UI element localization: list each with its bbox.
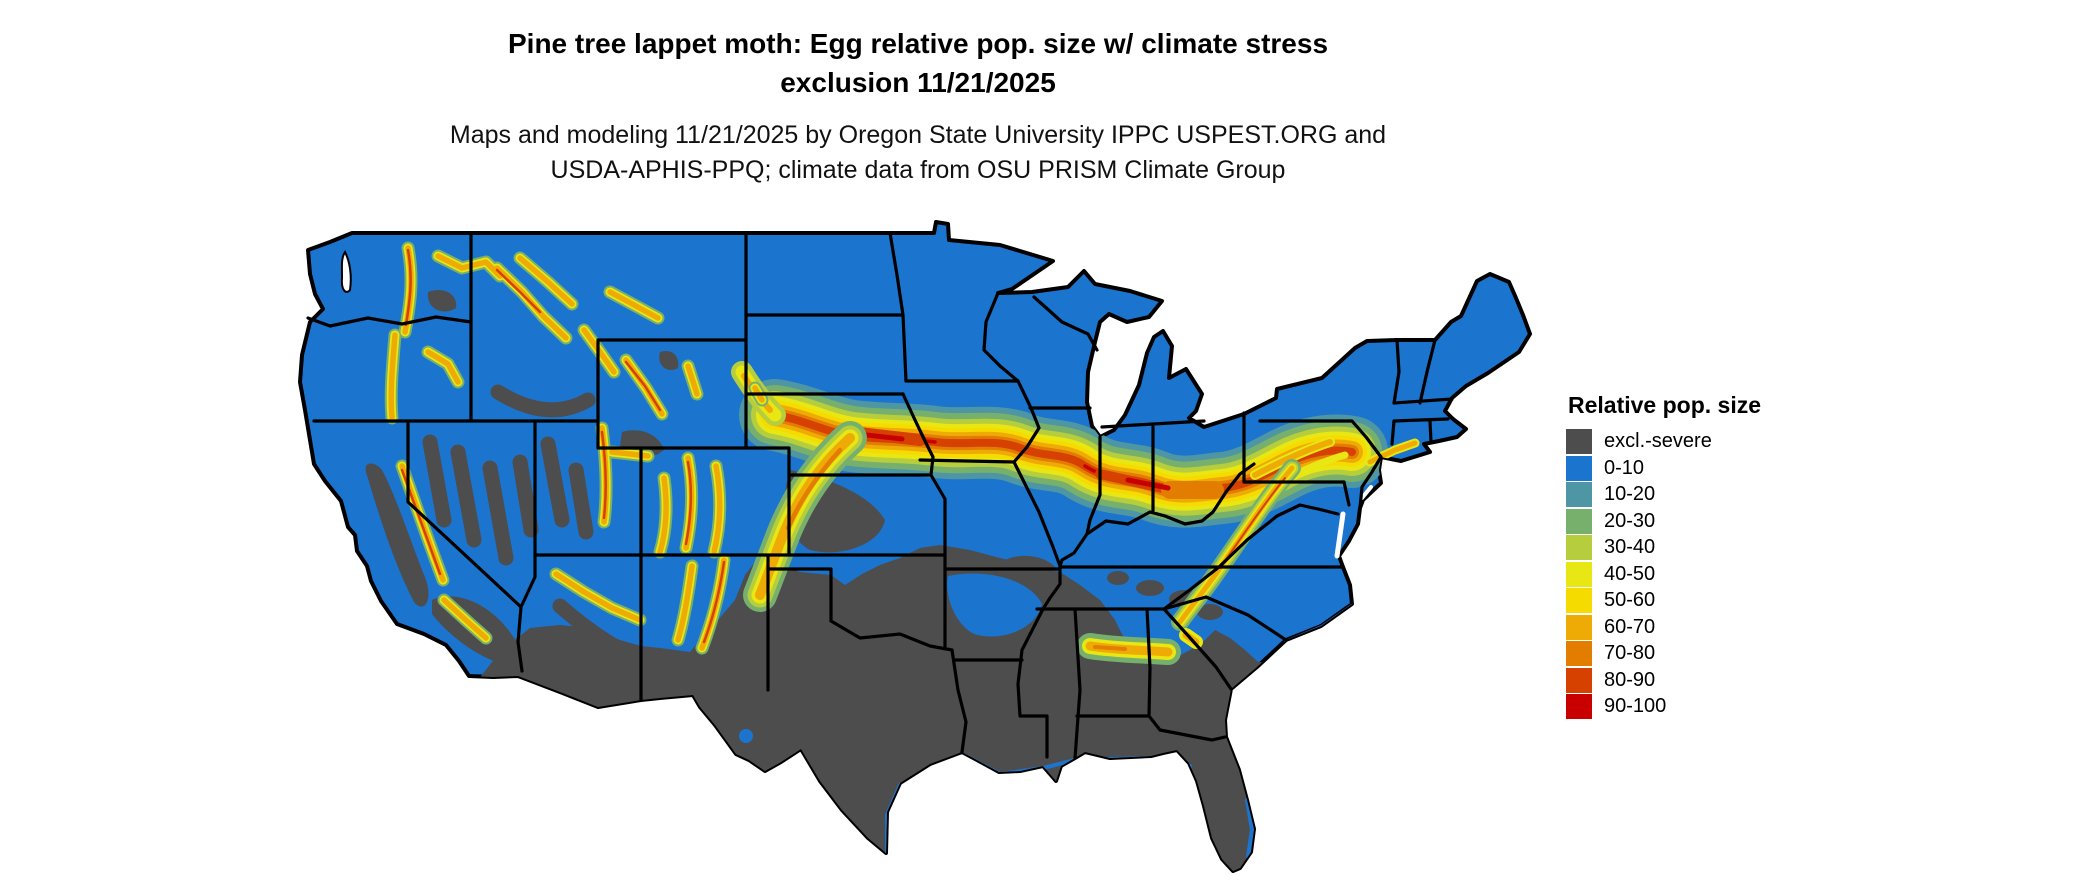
- legend-label: 0-10: [1604, 456, 1645, 479]
- legend-entry: 20-30: [1566, 508, 1761, 534]
- map-subtitle: Maps and modeling 11/21/2025 by Oregon S…: [0, 118, 1836, 188]
- legend-label: 50-60: [1604, 589, 1656, 611]
- legend-swatch: [1566, 535, 1592, 560]
- legend-swatch: [1566, 482, 1592, 507]
- legend-entry: 50-60: [1566, 588, 1761, 613]
- legend-rows: excl.-severe 0-10 10-20 20-30 30-40 40-50 50-6…: [1566, 429, 1761, 719]
- legend-swatch: [1566, 455, 1592, 481]
- legend-entry: 40-50: [1566, 561, 1761, 587]
- legend-entry: 70-80: [1566, 641, 1761, 666]
- legend-swatch: [1566, 641, 1592, 666]
- puget-sound: [340, 250, 352, 293]
- legend-entry: 90-100: [1566, 694, 1761, 719]
- legend-label: 80-90: [1604, 668, 1656, 691]
- legend-entry: excl.-severe: [1566, 429, 1761, 454]
- legend-swatch: [1566, 614, 1592, 640]
- map-land: [298, 220, 1532, 873]
- legend-swatch: [1566, 561, 1592, 587]
- chesapeake-bay: [1334, 511, 1346, 559]
- legend: Relative pop. size excl.-severe 0-10 10-20…: [1566, 392, 1761, 719]
- legend-swatch: [1566, 667, 1592, 693]
- legend-swatch: [1566, 429, 1592, 454]
- map-low-population-patches: [739, 573, 1354, 858]
- legend-swatch: [1566, 508, 1592, 534]
- legend-entry: 10-20: [1566, 482, 1761, 507]
- legend-label: excl.-severe: [1604, 430, 1712, 452]
- mountain-detail: [384, 241, 769, 655]
- legend-entry: 0-10: [1566, 455, 1761, 481]
- water-features: [340, 250, 1373, 559]
- map-title-line1: Pine tree lappet moth: Egg relative pop.…: [507, 28, 1329, 59]
- map-subtitle-line1: Maps and modeling 11/21/2025 by Oregon S…: [449, 121, 1387, 149]
- legend-entry: 30-40: [1566, 535, 1761, 560]
- map-title-line2: exclusion 11/21/2025: [780, 67, 1056, 98]
- map-header: Pine tree lappet moth: Egg relative pop.…: [0, 24, 1836, 188]
- legend-swatch: [1566, 588, 1592, 613]
- state-borders: [306, 231, 1454, 760]
- map-subtitle-line2: USDA-APHIS-PPQ; climate data from OSU PR…: [550, 156, 1286, 184]
- legend-label: 20-30: [1604, 509, 1656, 532]
- legend-entry: 80-90: [1566, 667, 1761, 693]
- legend-label: 60-70: [1604, 615, 1656, 638]
- delaware-bay: [1360, 485, 1373, 500]
- legend-label: 90-100: [1604, 695, 1667, 717]
- legend-label: 70-80: [1604, 642, 1656, 664]
- legend-swatch: [1566, 694, 1592, 719]
- legend-label: 40-50: [1604, 562, 1656, 585]
- legend-title: Relative pop. size: [1568, 392, 1762, 418]
- legend-label: 10-20: [1604, 483, 1656, 505]
- legend-label: 30-40: [1604, 536, 1656, 558]
- legend-entry: 60-70: [1566, 614, 1761, 640]
